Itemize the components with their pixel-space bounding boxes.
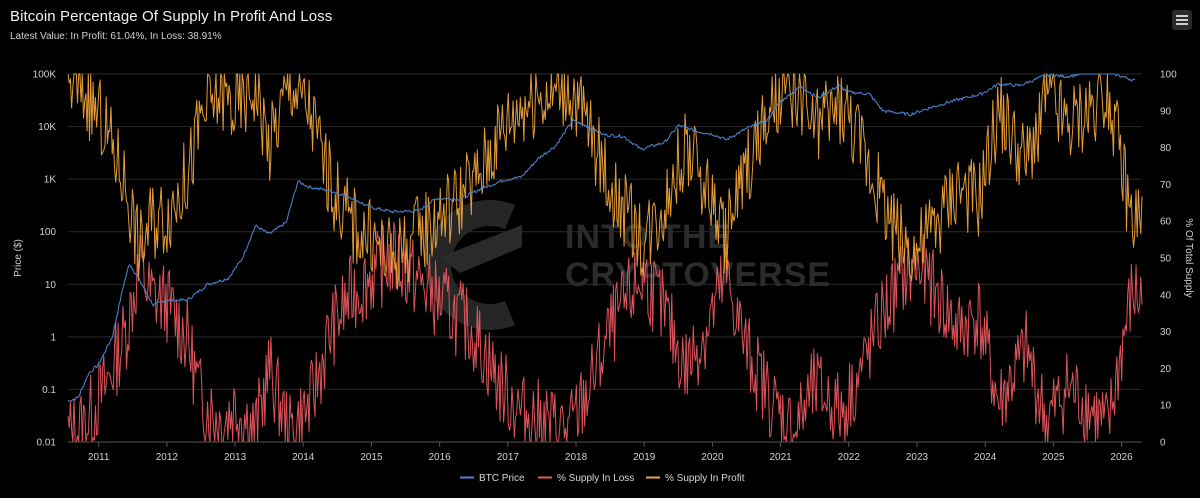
x-tick-label: 2024	[974, 452, 997, 463]
legend-item-label[interactable]: BTC Price	[479, 473, 525, 484]
x-tick-label: 2014	[292, 452, 315, 463]
y-right-tick-label: 50	[1160, 254, 1172, 265]
menu-icon-bar	[1176, 23, 1188, 25]
y-axis-title-right: % Of Total Supply	[1183, 218, 1194, 297]
chart-menu-button[interactable]	[1172, 10, 1192, 30]
y-axis-title-left: Price ($)	[13, 239, 24, 277]
y-right-tick-label: 70	[1160, 180, 1172, 191]
x-tick-label: 2023	[906, 452, 929, 463]
y-left-tick-label: 10	[45, 280, 57, 291]
x-tick-label: 2018	[565, 452, 588, 463]
series-supply-in-profit-line	[67, 73, 1143, 290]
legend-item-label[interactable]: % Supply In Profit	[665, 473, 745, 484]
axes: 0.01 0.1 1 10 100 1K 10K 100K 0 10 20 30 40 50 60 70 80 9…	[33, 70, 1177, 464]
x-tick-label: 2025	[1042, 452, 1065, 463]
watermark-line2: CRYPTOVERSE	[565, 256, 831, 294]
x-tick-label: 2019	[633, 452, 656, 463]
menu-icon-bar	[1176, 19, 1188, 21]
y-right-tick-label: 30	[1160, 327, 1172, 338]
y-right-tick-label: 80	[1160, 143, 1172, 154]
y-right-tick-label: 40	[1160, 290, 1172, 301]
x-tick-label: 2026	[1110, 452, 1133, 463]
series-btc-price-line	[67, 73, 1136, 403]
chart-title: Bitcoin Percentage Of Supply In Profit A…	[10, 8, 333, 25]
x-tick-label: 2022	[838, 452, 861, 463]
y-left-tick-label: 0.1	[42, 385, 56, 396]
x-tick-label: 2017	[497, 452, 520, 463]
x-tick-label: 2020	[701, 452, 724, 463]
y-right-tick-label: 90	[1160, 106, 1172, 117]
series-layer	[67, 73, 1143, 443]
y-left-tick-label: 100	[39, 227, 56, 238]
legend: BTC Price % Supply In Loss % Supply In Pro…	[460, 473, 745, 484]
x-tick-label: 2016	[429, 452, 452, 463]
x-tick-label: 2021	[769, 452, 792, 463]
y-right-tick-label: 100	[1160, 70, 1177, 81]
x-tick-label: 2015	[360, 452, 383, 463]
legend-item-label[interactable]: % Supply In Loss	[557, 473, 634, 484]
watermark-logo-icon	[425, 200, 522, 330]
y-left-tick-label: 1	[50, 332, 56, 343]
y-left-tick-label: 1K	[44, 175, 57, 186]
watermark-line1: INTO THE	[565, 218, 731, 256]
watermark: INTO THE CRYPTOVERSE	[425, 200, 831, 330]
y-right-tick-label: 20	[1160, 364, 1172, 375]
y-right-tick-label: 60	[1160, 217, 1172, 228]
menu-icon-bar	[1176, 15, 1188, 17]
y-left-tick-label: 100K	[33, 70, 57, 81]
x-tick-label: 2011	[88, 452, 110, 463]
y-right-tick-label: 0	[1160, 438, 1166, 449]
chart-subtitle: Latest Value: In Profit: 61.04%, In Loss…	[10, 31, 222, 42]
series-supply-in-loss-line	[67, 222, 1143, 443]
y-left-tick-label: 10K	[38, 122, 56, 133]
x-tick-label: 2013	[224, 452, 247, 463]
y-left-tick-label: 0.01	[37, 438, 57, 449]
x-tick-label: 2012	[156, 452, 179, 463]
y-right-tick-label: 10	[1160, 401, 1172, 412]
